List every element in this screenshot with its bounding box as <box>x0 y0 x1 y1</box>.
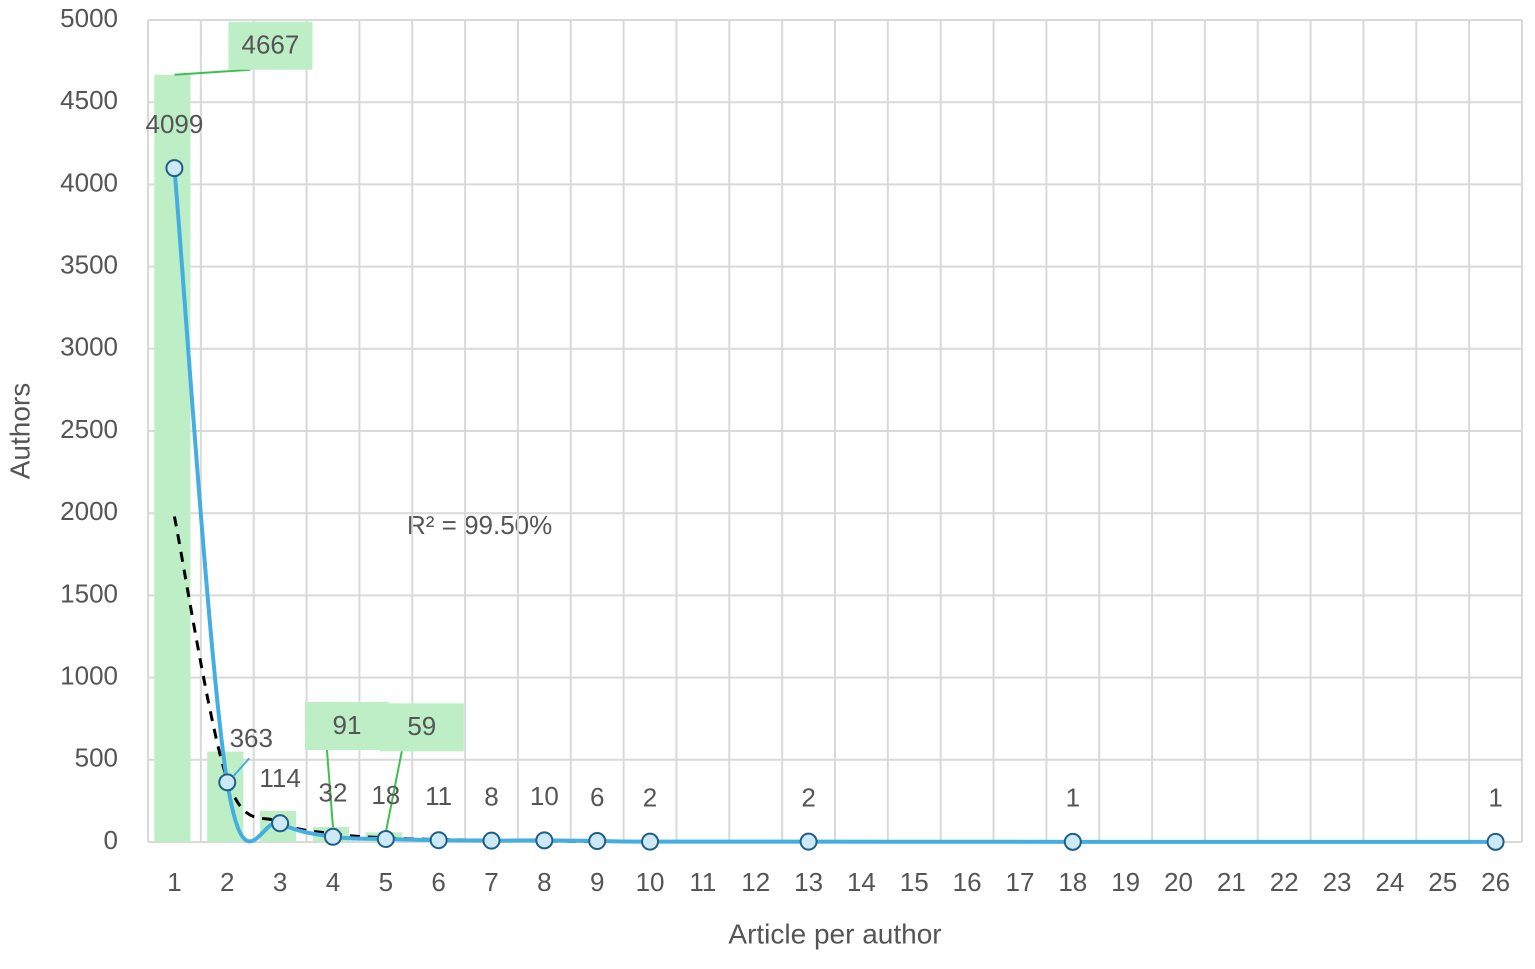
y-tick-label: 500 <box>75 743 118 773</box>
x-tick-label: 19 <box>1111 867 1140 897</box>
x-axis-label: Article per author <box>728 918 941 949</box>
point-value-label: 11 <box>425 781 452 811</box>
y-tick-label: 4500 <box>60 85 118 115</box>
x-tick-label: 21 <box>1217 867 1246 897</box>
x-tick-label: 5 <box>379 867 393 897</box>
marker <box>482 831 501 850</box>
point-value-label: 10 <box>530 781 559 811</box>
label-box <box>304 702 389 751</box>
label-box <box>228 21 313 70</box>
x-tick-label: 8 <box>537 867 551 897</box>
point-value-label: 1 <box>1066 783 1080 813</box>
x-tick-label: 12 <box>741 867 770 897</box>
x-tick-label: 23 <box>1323 867 1352 897</box>
x-tick-label: 26 <box>1481 867 1510 897</box>
x-tick-label: 13 <box>794 867 823 897</box>
y-tick-label: 1500 <box>60 578 118 608</box>
point-value-label: 18 <box>371 780 400 810</box>
point-value-label: 2 <box>801 783 815 813</box>
marker <box>165 159 184 178</box>
y-tick-label: 0 <box>104 825 118 855</box>
marker <box>218 773 237 792</box>
x-tick-label: 18 <box>1058 867 1087 897</box>
x-tick-label: 25 <box>1428 867 1457 897</box>
leader-line <box>325 749 334 828</box>
y-tick-label: 1000 <box>60 660 118 690</box>
leader-line <box>232 757 251 777</box>
x-tick-label: 14 <box>847 867 876 897</box>
point-value-label: 114 <box>259 763 300 793</box>
x-tick-label: 9 <box>590 867 604 897</box>
point-value-label: 32 <box>319 778 348 808</box>
label-box <box>379 703 464 752</box>
x-tick-label: 10 <box>636 867 665 897</box>
y-axis-label: Authors <box>4 383 35 480</box>
bar-value-label: 59 <box>407 711 436 741</box>
point-value-label: 8 <box>484 782 498 812</box>
y-tick-label: 5000 <box>60 3 118 33</box>
x-tick-label: 16 <box>953 867 982 897</box>
point-value-label: 6 <box>590 782 604 812</box>
x-tick-label: 6 <box>431 867 445 897</box>
bar <box>154 74 191 843</box>
x-tick-label: 1 <box>167 867 181 897</box>
x-tick-label: 3 <box>273 867 287 897</box>
y-tick-label: 2000 <box>60 496 118 526</box>
marker <box>429 831 448 850</box>
x-tick-label: 17 <box>1006 867 1035 897</box>
leader-line <box>384 751 403 833</box>
point-value-label: 363 <box>230 723 273 753</box>
marker <box>1063 832 1082 851</box>
marker <box>641 832 660 851</box>
x-tick-label: 24 <box>1375 867 1404 897</box>
y-tick-label: 2500 <box>60 414 118 444</box>
y-tick-label: 3000 <box>60 332 118 362</box>
point-value-label: 1 <box>1488 783 1502 813</box>
leader-line <box>174 68 251 76</box>
x-tick-label: 2 <box>220 867 234 897</box>
x-tick-label: 22 <box>1270 867 1299 897</box>
marker <box>1486 832 1505 851</box>
x-tick-label: 7 <box>484 867 498 897</box>
marker <box>271 814 290 833</box>
bar-value-label: 4667 <box>242 30 300 60</box>
x-tick-label: 11 <box>689 867 716 897</box>
marker <box>588 832 607 851</box>
x-tick-label: 15 <box>900 867 929 897</box>
marker <box>323 827 342 846</box>
bar-value-label: 91 <box>333 710 362 740</box>
point-value-label: 4099 <box>146 109 204 139</box>
y-tick-label: 3500 <box>60 249 118 279</box>
y-tick-label: 4000 <box>60 167 118 197</box>
marker <box>535 831 554 850</box>
marker <box>376 830 395 849</box>
marker <box>799 832 818 851</box>
point-value-label: 2 <box>643 783 657 813</box>
r2-annotation: R² = 99.50% <box>407 510 552 540</box>
x-tick-label: 20 <box>1164 867 1193 897</box>
x-tick-label: 4 <box>326 867 340 897</box>
